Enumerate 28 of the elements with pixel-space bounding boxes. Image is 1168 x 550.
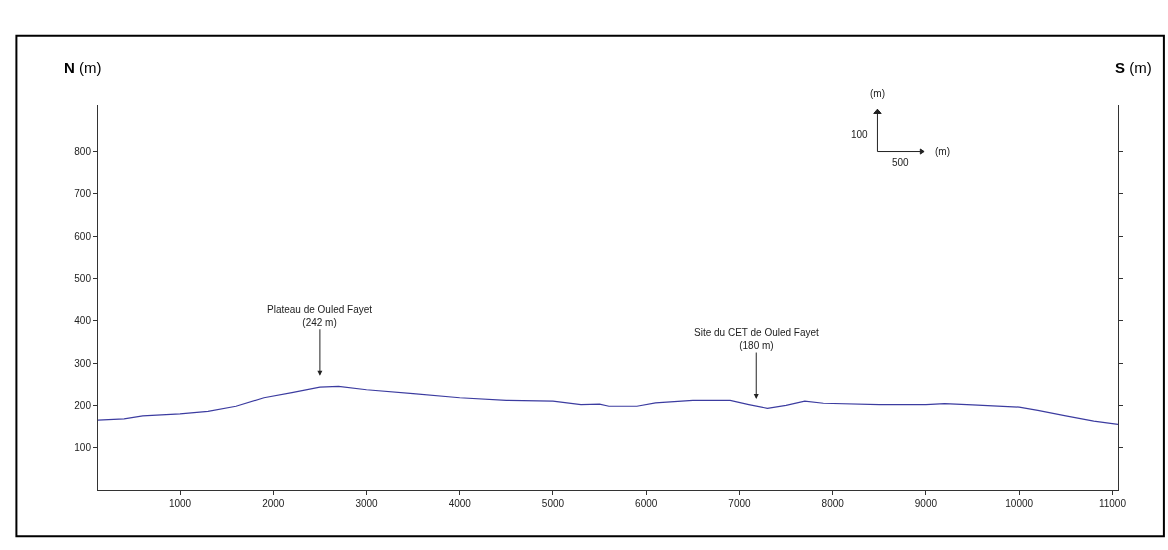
y-tick-label: 800 xyxy=(74,146,92,158)
y-tick-label: 100 xyxy=(74,442,92,454)
x-tick-label: 1000 xyxy=(168,498,192,509)
annotation: Plateau de Ouled Fayet (242 m) xyxy=(267,304,373,328)
text: (m) xyxy=(870,88,885,99)
y-tick-label: 400 xyxy=(74,315,92,327)
y-tick-label: 300 xyxy=(74,357,92,369)
line-series xyxy=(98,385,1118,426)
x-tick-label: 2000 xyxy=(262,498,285,509)
x-tick-label: 5000 xyxy=(541,498,565,509)
y-tick-label: 200 xyxy=(74,399,92,411)
x-tick-label: 10000 xyxy=(1005,498,1034,509)
x-tick-label: 4000 xyxy=(448,498,472,509)
x-tick-label: 9000 xyxy=(914,498,938,509)
x-tick-label: 8000 xyxy=(821,498,845,509)
annotation: 500 xyxy=(892,157,910,168)
x-tick-label: 6000 xyxy=(635,498,658,509)
annotation: 100 xyxy=(851,129,869,140)
x-tick-label: 3000 xyxy=(355,498,379,509)
y-tick-label: 500 xyxy=(74,272,92,284)
annotation: (m) xyxy=(935,146,950,157)
x-tick-label: 7000 xyxy=(728,498,752,509)
x-tick-label: 11000 xyxy=(1098,498,1127,509)
annotation: Site du CET de Ouled Fayet (180 m) xyxy=(694,327,820,351)
y2-axis-title: S (m) xyxy=(1115,59,1152,76)
y-axis-title: N (m) xyxy=(64,59,102,76)
y-tick-label: 700 xyxy=(74,188,92,200)
y-tick-label: 600 xyxy=(74,230,92,242)
